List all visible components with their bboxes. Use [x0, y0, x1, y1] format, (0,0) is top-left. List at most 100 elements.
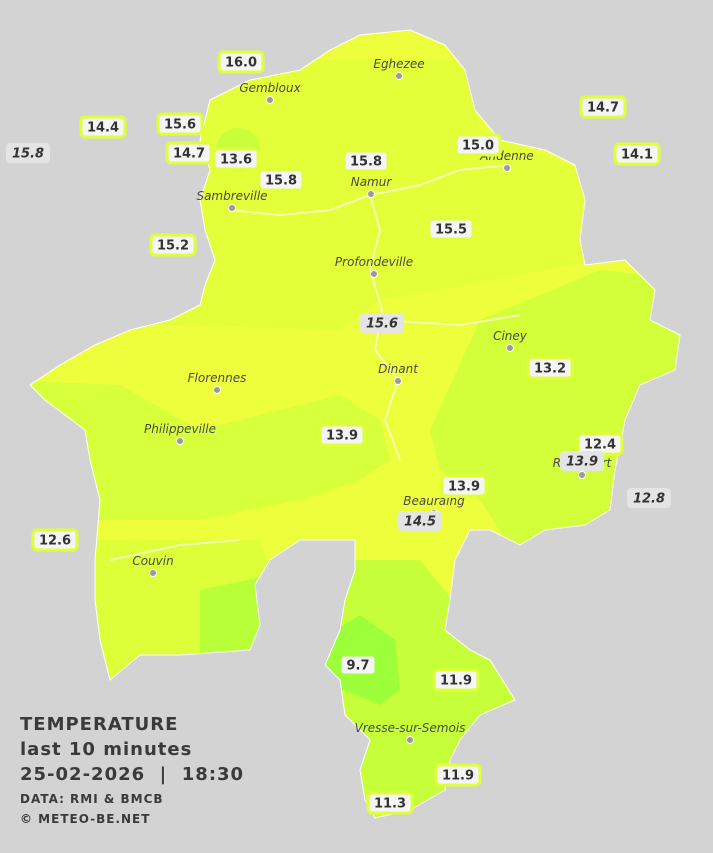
station-box [156, 112, 204, 136]
station-value: 12.8 [633, 492, 665, 507]
station-box [79, 115, 127, 139]
station-box [432, 668, 480, 692]
station-box [31, 528, 79, 552]
station: 15.6 [360, 313, 404, 333]
station: 11.9 [434, 763, 482, 787]
station-box [366, 791, 414, 815]
city-name: Gembloux [239, 81, 301, 95]
city-dot [176, 437, 184, 445]
station-value: 14.7 [587, 101, 619, 116]
station-box [454, 133, 502, 157]
station-value: 13.9 [326, 429, 358, 444]
station-value: 15.8 [12, 147, 44, 162]
station: 15.0 [454, 133, 502, 157]
station-box [212, 147, 260, 171]
station-value: 13.9 [448, 480, 480, 495]
city-dot [367, 190, 375, 198]
city-dot [266, 96, 274, 104]
station: 15.6 [156, 112, 204, 136]
station-box [217, 50, 265, 74]
city-name: Sambreville [196, 189, 267, 203]
city-dot [213, 386, 221, 394]
station: 14.1 [613, 142, 661, 166]
station-box [427, 217, 475, 241]
station: 11.9 [432, 668, 480, 692]
station-value: 14.5 [404, 515, 436, 530]
station-box [338, 653, 378, 677]
station-value: 11.9 [440, 674, 472, 689]
zone-band [30, 380, 390, 520]
station: 13.9 [560, 451, 604, 471]
station-value: 11.9 [442, 769, 474, 784]
city-dot [370, 270, 378, 278]
station-value: 15.6 [164, 118, 196, 133]
city-name: Ciney [493, 329, 528, 343]
station-box [579, 95, 627, 119]
station: 13.2 [526, 356, 574, 380]
station-value: 15.2 [157, 239, 189, 254]
station: 11.3 [366, 791, 414, 815]
city-dot [506, 344, 514, 352]
station: 15.2 [149, 233, 197, 257]
station-value: 15.8 [265, 174, 297, 189]
zone-sw [200, 575, 270, 660]
station: 14.4 [79, 115, 127, 139]
station-box [526, 356, 574, 380]
station-value: 13.2 [534, 362, 566, 377]
station-value: 11.3 [374, 797, 406, 812]
station-value: 15.6 [366, 317, 398, 332]
station-box [398, 511, 442, 531]
city-name: Profondeville [335, 255, 413, 269]
legend-datetime: 25-02-2026 | 18:30 [20, 764, 244, 785]
city-dot [395, 72, 403, 80]
station-box [360, 313, 404, 333]
legend-title: TEMPERATURE [20, 714, 178, 735]
station: 15.8 [257, 168, 305, 192]
station: 13.9 [318, 423, 366, 447]
station-value: 12.4 [584, 438, 616, 453]
city-dot [149, 569, 157, 577]
legend-subtitle: last 10 minutes [20, 739, 192, 760]
station: 15.8 [342, 149, 390, 173]
station: 16.0 [217, 50, 265, 74]
city-dot [228, 204, 236, 212]
station-box [6, 143, 50, 163]
city-dot [578, 471, 586, 479]
station: 13.9 [440, 474, 488, 498]
station-box [165, 141, 213, 165]
station-box [613, 142, 661, 166]
station-value: 16.0 [225, 56, 257, 71]
legend-source: DATA: RMI & BMCB [20, 792, 164, 806]
station-value: 12.6 [39, 534, 71, 549]
station: 14.5 [398, 511, 442, 531]
city-name: Vresse-sur-Semois [355, 721, 466, 735]
city-name: Namur [351, 175, 393, 189]
station-box [149, 233, 197, 257]
station-box [318, 423, 366, 447]
station: 13.6 [212, 147, 260, 171]
station-value: 13.9 [566, 455, 598, 470]
city-name: Dinant [378, 362, 419, 376]
station-box [627, 488, 671, 508]
station: 15.5 [427, 217, 475, 241]
station: 15.8 [6, 143, 50, 163]
station-box [434, 763, 482, 787]
city-name: Florennes [188, 371, 247, 385]
station: 12.8 [627, 488, 671, 508]
city-dot [394, 377, 402, 385]
station: 14.7 [579, 95, 627, 119]
legend-credit: © METEO-BE.NET [20, 812, 150, 826]
station-value: 15.5 [435, 223, 467, 238]
station-value: 14.1 [621, 148, 653, 163]
station-box [257, 168, 305, 192]
city-name: Philippeville [144, 422, 216, 436]
station-box [560, 451, 604, 471]
city-dot [503, 164, 511, 172]
city-dot [406, 736, 414, 744]
station: 14.7 [165, 141, 213, 165]
city-name: Couvin [132, 554, 173, 568]
station-value: 14.4 [87, 121, 119, 136]
station-box [342, 149, 390, 173]
station: 12.6 [31, 528, 79, 552]
